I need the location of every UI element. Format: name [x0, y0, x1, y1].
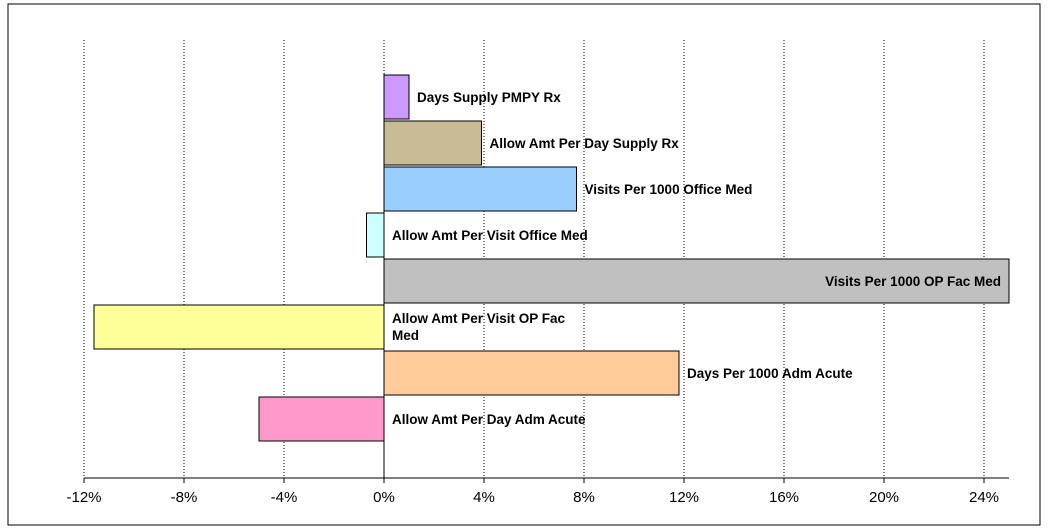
bar-label-box: Allow Amt Per Day Adm Acute — [392, 411, 586, 427]
x-tick-label: 8% — [573, 489, 595, 506]
bar-label-box: Visits Per 1000 Office Med — [584, 181, 753, 197]
bar — [383, 350, 680, 396]
bar-label: Allow Amt Per Visit OP Fac Med — [392, 311, 566, 343]
x-tick-label: 20% — [869, 489, 899, 506]
x-tick-label: 0% — [373, 489, 395, 506]
bar — [258, 396, 385, 442]
x-tick-label: 24% — [969, 489, 999, 506]
x-tick-label: 4% — [473, 489, 495, 506]
bar-label-box: Allow Amt Per Visit Office Med — [392, 227, 588, 243]
x-tick-label: -4% — [271, 489, 298, 506]
x-tick-label: -12% — [66, 489, 101, 506]
x-tick-label: -8% — [171, 489, 198, 506]
bar — [366, 212, 385, 258]
bar — [93, 304, 385, 350]
x-tick-label: 16% — [769, 489, 799, 506]
bar-label: Visits Per 1000 OP Fac Med — [825, 273, 1001, 289]
bar-label: Allow Amt Per Day Adm Acute — [392, 411, 586, 427]
bar-label: Allow Amt Per Visit Office Med — [392, 227, 588, 243]
bar-label-box: Allow Amt Per Visit OP Fac Med — [392, 311, 566, 343]
bar-label-box: Visits Per 1000 OP Fac Med — [825, 273, 1001, 289]
bar — [383, 120, 482, 166]
bar — [383, 166, 577, 212]
bar — [383, 74, 410, 120]
bar-label: Days Per 1000 Adm Acute — [687, 365, 853, 381]
bar-label-box: Days Per 1000 Adm Acute — [687, 365, 853, 381]
x-tick-label: 12% — [669, 489, 699, 506]
bar-label-box: Days Supply PMPY Rx — [417, 89, 561, 105]
bar-label: Allow Amt Per Day Supply Rx — [489, 135, 679, 151]
bar-label-box: Allow Amt Per Day Supply Rx — [489, 135, 679, 151]
bar-label: Days Supply PMPY Rx — [417, 89, 561, 105]
bar-label: Visits Per 1000 Office Med — [584, 181, 753, 197]
